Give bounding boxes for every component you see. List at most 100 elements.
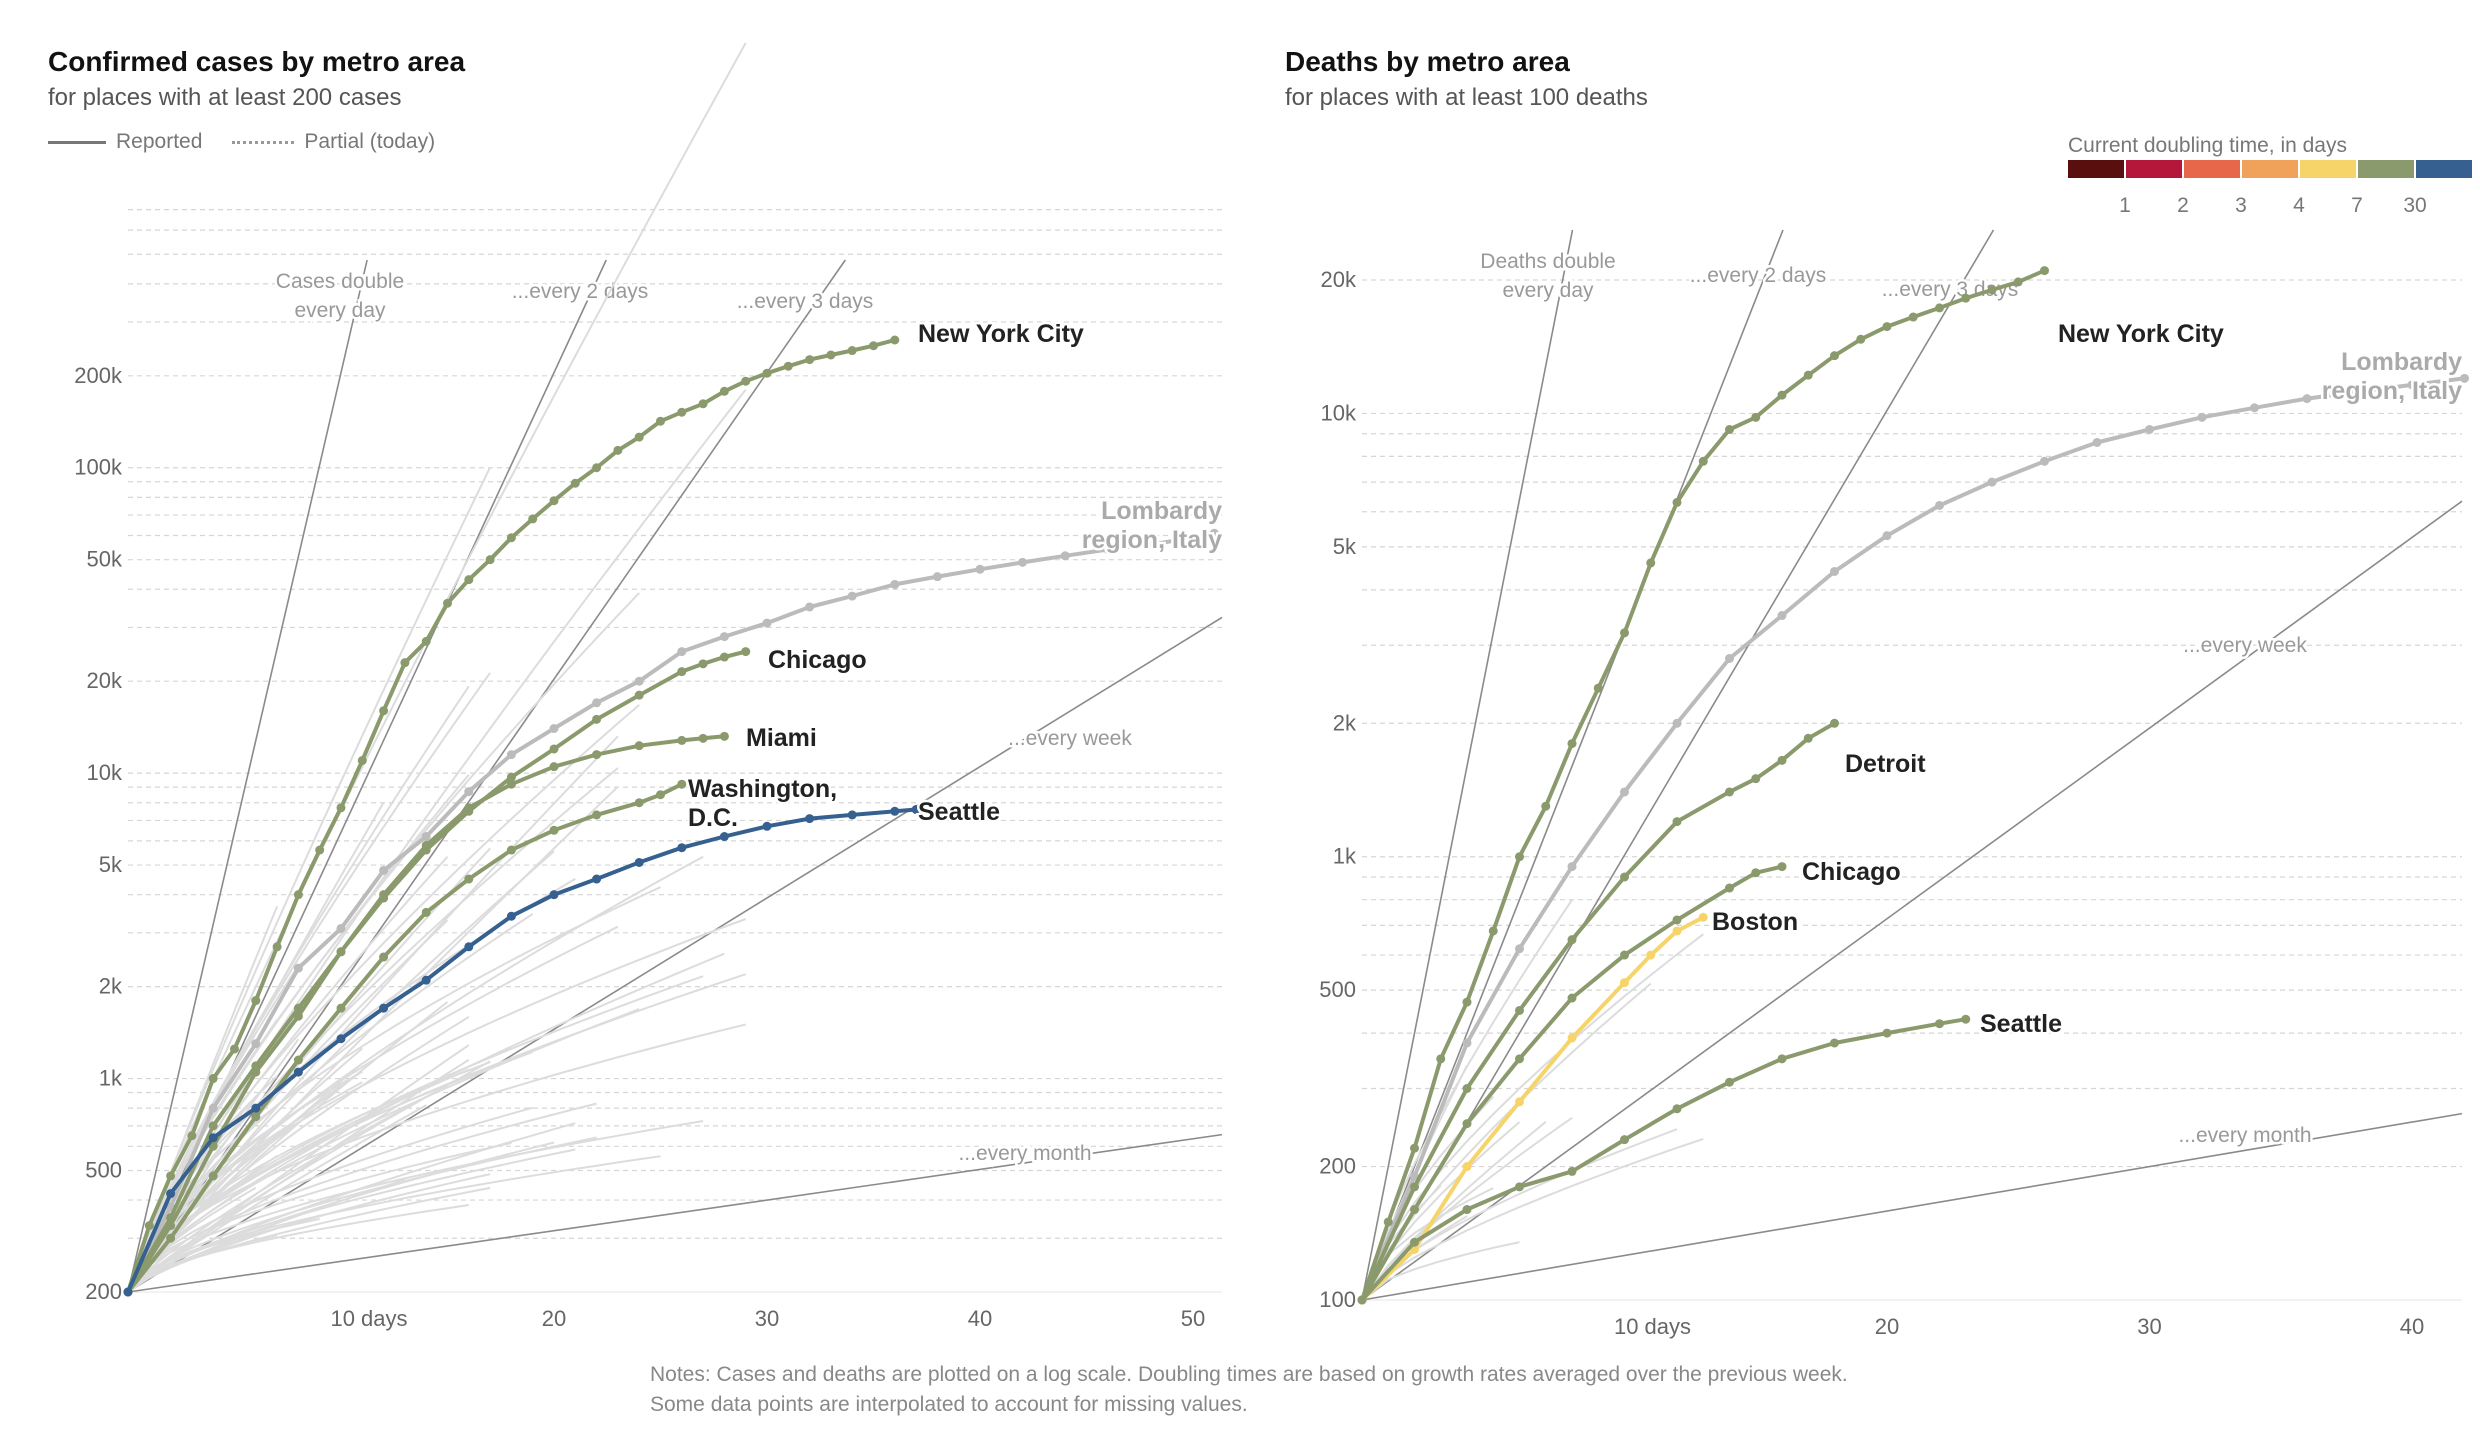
y-tick-label: 20k	[1321, 267, 1357, 292]
data-point-miami	[336, 947, 346, 957]
series-label: Chicago	[768, 646, 867, 674]
deaths-chart-title: Deaths by metro area	[1285, 46, 1570, 77]
data-point-lombardy-region-italy	[592, 698, 602, 708]
data-point-new-york-city	[1462, 997, 1472, 1007]
data-point-lombardy-region-italy	[2302, 394, 2312, 404]
data-point-seattle	[1961, 1014, 1971, 1024]
data-point-miami	[677, 735, 687, 745]
series-label: D.C.	[688, 804, 738, 832]
data-point-miami	[166, 1221, 176, 1231]
data-point-new-york-city	[2013, 277, 2023, 287]
y-tick-label: 2k	[1333, 710, 1357, 735]
data-point-new-york-city	[144, 1221, 154, 1231]
x-tick-label: 30	[755, 1306, 779, 1331]
data-point-detroit	[1830, 718, 1839, 728]
y-tick-label: 500	[1319, 977, 1356, 1002]
color-legend-swatch	[2242, 160, 2298, 178]
y-tick-label: 100	[1319, 1287, 1356, 1312]
data-point-new-york-city	[1436, 1054, 1446, 1064]
data-point-new-york-city	[506, 533, 516, 543]
data-point-new-york-city	[1751, 412, 1761, 422]
data-point-lombardy-region-italy	[2250, 403, 2259, 413]
data-point-seattle	[1515, 1182, 1524, 1192]
legend-reported-label: Reported	[116, 130, 203, 153]
series-label: Seattle	[918, 798, 1000, 826]
data-point-lombardy-region-italy	[379, 865, 389, 875]
data-point-detroit	[1515, 1005, 1524, 1015]
data-point-new-york-city	[592, 463, 602, 473]
y-tick-label: 10k	[87, 760, 123, 785]
data-point-boston	[1698, 912, 1708, 922]
data-point-seattle	[123, 1287, 133, 1297]
doubling-guide-line	[127, 259, 368, 1293]
data-point-miami	[719, 731, 729, 741]
data-point-lombardy-region-italy	[2040, 456, 2049, 466]
x-tick-label: 20	[542, 1306, 566, 1331]
doubling-guide-label: ...every 2 days	[1690, 264, 1827, 287]
cases-chart-title: Confirmed cases by metro area	[48, 46, 466, 77]
data-point-washington-d-c	[208, 1171, 218, 1181]
y-tick-label: 20k	[87, 668, 123, 693]
data-point-new-york-city	[1541, 801, 1551, 811]
data-point-seattle	[911, 805, 921, 815]
data-point-miami	[464, 803, 474, 813]
data-point-detroit	[1462, 1084, 1472, 1094]
data-point-miami	[506, 779, 516, 789]
series-washington-d-c	[123, 779, 687, 1297]
background-metro-line	[127, 1234, 278, 1293]
data-point-new-york-city	[783, 361, 793, 371]
data-point-lombardy-region-italy	[1145, 540, 1155, 550]
color-legend-swatch	[2300, 160, 2356, 178]
data-point-new-york-city	[1620, 628, 1629, 638]
data-point-new-york-city	[400, 658, 410, 668]
y-tick-label: 5k	[1333, 534, 1357, 559]
series-label: New York City	[2058, 320, 2224, 348]
data-point-new-york-city	[1410, 1143, 1419, 1153]
data-point-detroit	[1410, 1182, 1419, 1192]
data-point-seattle	[1777, 1054, 1787, 1064]
data-point-lombardy-region-italy	[421, 832, 431, 842]
series-lombardy-region-italy	[1357, 373, 2469, 1305]
background-metro-lines	[127, 42, 747, 1293]
data-point-new-york-city	[1882, 322, 1892, 332]
doubling-guide-line	[127, 1133, 1223, 1293]
series-label: Boston	[1712, 908, 1798, 936]
data-point-new-york-city	[805, 355, 815, 365]
data-point-new-york-city	[315, 845, 325, 855]
y-tick-label: 1k	[99, 1066, 123, 1091]
series-label: Lombardy	[2341, 348, 2462, 376]
color-legend-swatch	[2126, 160, 2182, 178]
data-point-washington-d-c	[677, 779, 687, 789]
data-point-miami	[549, 762, 559, 772]
data-point-lombardy-region-italy	[2355, 387, 2364, 397]
data-point-chicago	[1777, 862, 1787, 872]
data-point-new-york-city	[869, 341, 878, 351]
data-point-new-york-city	[656, 416, 665, 426]
data-point-seattle	[890, 806, 900, 816]
data-point-new-york-city	[1908, 312, 1918, 322]
x-tick-label: 10 days	[1614, 1314, 1691, 1339]
data-point-boston	[1672, 926, 1682, 936]
data-point-miami	[421, 840, 431, 850]
doubling-guide-line	[1361, 500, 2463, 1301]
series-lombardy-region-italy	[123, 528, 1219, 1297]
doubling-guide-label: every day	[294, 299, 386, 322]
data-point-lombardy-region-italy	[1777, 611, 1787, 621]
data-point-new-york-city	[528, 514, 538, 524]
color-legend-label: 7	[2351, 194, 2363, 217]
data-point-new-york-city	[443, 598, 452, 608]
data-point-lombardy-region-italy	[805, 602, 815, 612]
data-point-miami	[698, 733, 708, 743]
background-metro-line	[127, 918, 747, 1293]
data-point-lombardy-region-italy	[975, 564, 985, 574]
data-point-seattle	[805, 814, 815, 824]
data-point-lombardy-region-italy	[1935, 500, 1944, 510]
background-metro-line	[127, 1058, 470, 1293]
data-point-seattle	[1672, 1104, 1682, 1114]
doubling-guide-label: every day	[1502, 279, 1594, 302]
background-metro-line	[127, 1001, 449, 1293]
data-point-seattle	[166, 1189, 176, 1199]
series-label: Lombardy	[1101, 497, 1222, 525]
background-metro-line	[127, 388, 747, 1293]
